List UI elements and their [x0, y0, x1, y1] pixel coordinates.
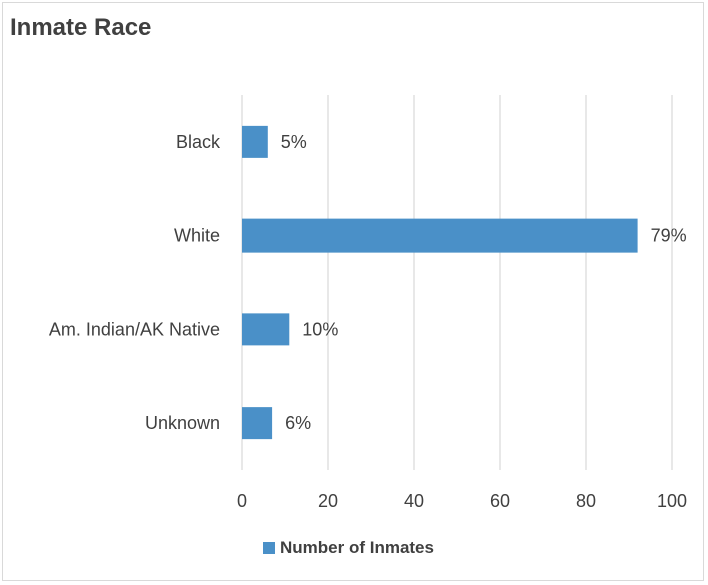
data-label: 5% [281, 132, 307, 152]
x-tick-label: 60 [490, 491, 510, 511]
x-tick-label: 40 [404, 491, 424, 511]
category-label: Am. Indian/AK Native [49, 319, 220, 339]
category-label: White [174, 226, 220, 246]
category-label: Unknown [145, 413, 220, 433]
data-label: 6% [285, 413, 311, 433]
category-label: Black [176, 132, 221, 152]
x-tick-label: 80 [576, 491, 596, 511]
bar [242, 313, 290, 346]
legend-label: Number of Inmates [280, 538, 434, 557]
x-tick-label: 100 [657, 491, 687, 511]
bar [242, 407, 273, 440]
data-label: 79% [651, 226, 687, 246]
legend: Number of Inmates [263, 538, 434, 558]
data-label: 10% [302, 319, 338, 339]
legend-swatch [263, 542, 275, 554]
x-tick-label: 20 [318, 491, 338, 511]
bar [242, 218, 638, 253]
bar [242, 125, 268, 158]
x-tick-label: 0 [237, 491, 247, 511]
chart-title: Inmate Race [10, 14, 152, 41]
